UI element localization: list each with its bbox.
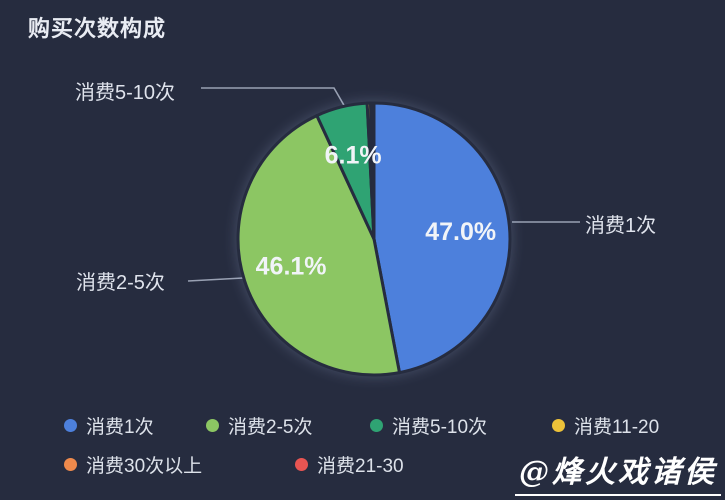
- legend-dot-icon: [295, 457, 308, 471]
- legend-dot-icon: [370, 418, 383, 432]
- callout-label-5-10-times: 消费5-10次: [75, 82, 176, 104]
- legend-item-1-time[interactable]: 消费1次: [64, 412, 154, 438]
- pie-slice-1[interactable]: [236, 114, 401, 377]
- legend-dot-icon: [206, 418, 219, 432]
- legend-item-2-5-times[interactable]: 消费2-5次: [206, 412, 312, 438]
- pie-percent-label: 47.0%: [425, 218, 496, 246]
- chart-title: 购买次数构成: [28, 16, 167, 41]
- callout-label-1-time: 消费1次: [585, 215, 657, 237]
- pie-slice-5[interactable]: [370, 101, 376, 241]
- legend-item-21-30-times[interactable]: 消费21-30: [295, 451, 404, 477]
- legend-label: 消费30次以上: [86, 455, 203, 477]
- legend-label: 消费2-5次: [228, 416, 313, 438]
- callout-label-2-5-times: 消费2-5次: [76, 272, 165, 294]
- legend-label: 消费1次: [86, 416, 154, 438]
- legend-label: 消费21-30: [317, 455, 404, 477]
- legend-label: 消费11-20: [574, 416, 660, 438]
- pie-slice-0[interactable]: [372, 101, 512, 375]
- legend-item-11-20-times[interactable]: 消费11-20: [552, 412, 659, 438]
- callout-leader-line: [201, 87, 346, 108]
- pie-percent-label: 46.1%: [256, 253, 327, 281]
- callout-leader-line: [187, 277, 244, 282]
- pie-percent-label: 6.1%: [325, 142, 382, 170]
- legend-item-30-plus-times[interactable]: 消费30次以上: [64, 451, 202, 477]
- legend-dot-icon: [64, 457, 77, 471]
- legend-item-5-10-times[interactable]: 消费5-10次: [370, 412, 487, 438]
- watermark: @烽火戏诸侯: [515, 447, 721, 496]
- legend-dot-icon: [552, 418, 565, 432]
- legend-dot-icon: [64, 418, 77, 432]
- legend-label: 消费5-10次: [392, 416, 488, 438]
